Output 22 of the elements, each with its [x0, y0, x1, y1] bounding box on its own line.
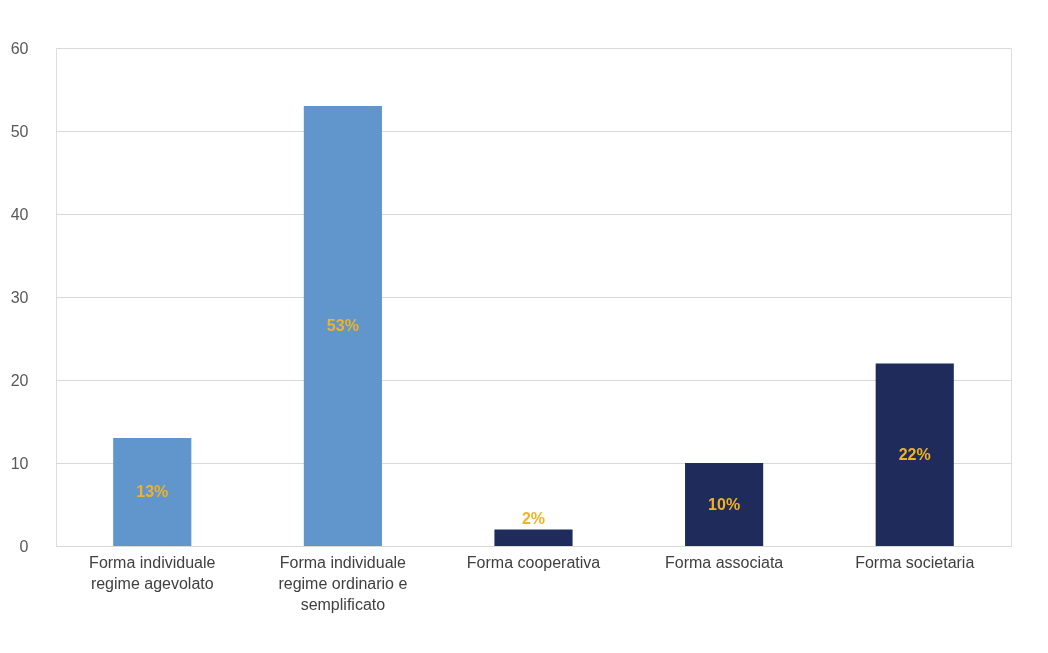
data-label: 53% [326, 317, 359, 335]
bar [303, 106, 382, 546]
y-tick-label: 20 [10, 371, 29, 389]
x-tick-label: Forma associata [664, 553, 784, 571]
bar [685, 463, 764, 546]
bar [113, 438, 192, 546]
data-label: 22% [898, 445, 931, 463]
y-tick-label: 30 [10, 288, 29, 306]
x-tick-label: Forma individuale regime ordinario e semplificato [278, 553, 408, 613]
y-tick-label: 60 [10, 39, 29, 57]
y-tick-label: 10 [10, 454, 29, 472]
x-tick-label: Forma societaria [855, 553, 975, 571]
bar [875, 363, 954, 546]
y-tick-label: 0 [19, 537, 29, 555]
bar [494, 529, 573, 546]
x-tick-label: Forma cooperativa [466, 553, 601, 571]
data-label: 10% [708, 495, 741, 513]
y-tick-label: 50 [10, 122, 29, 140]
y-tick-label: 40 [10, 205, 29, 223]
data-label: 13% [136, 483, 169, 501]
x-tick-label: Forma individuale regime agevolato [89, 553, 216, 592]
data-label: 2% [521, 510, 546, 528]
